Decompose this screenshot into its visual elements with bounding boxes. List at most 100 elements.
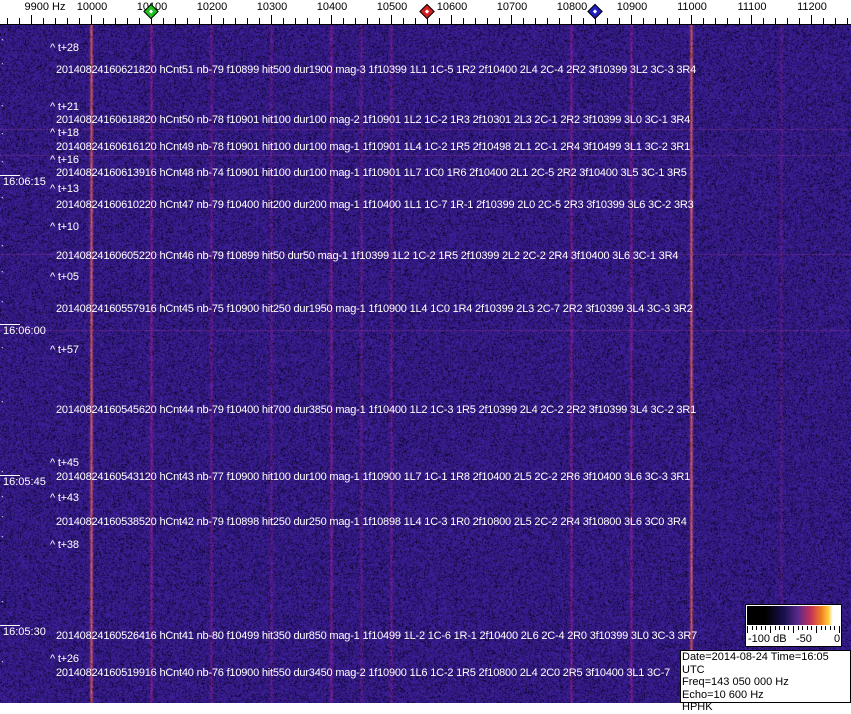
detection-line: 20140824160526416 hCnt41 nb-80 f10499 hi… — [56, 630, 697, 642]
blue-frequency-marker[interactable] — [587, 4, 603, 20]
colorbar: -100 dB -50 0 — [745, 604, 842, 647]
axis-tick-label: 10200 — [197, 1, 228, 13]
axis-tick — [667, 18, 668, 24]
colorbar-tick — [802, 626, 803, 630]
time-offset-label: ^ t+38 — [50, 539, 79, 551]
axis-tick — [847, 18, 848, 24]
time-offset-label: ^ t+43 — [50, 492, 79, 504]
axis-tick — [439, 18, 440, 24]
axis-tick — [499, 18, 500, 24]
time-offset-label: ^ t+21 — [50, 101, 79, 113]
row-tick-mark: ` — [1, 132, 4, 142]
row-tick-mark: ` — [1, 660, 4, 670]
detection-line: 20140824160543120 hCnt43 nb-77 f10900 hi… — [56, 471, 690, 483]
axis-tick — [691, 15, 692, 24]
axis-tick — [259, 18, 260, 24]
axis-tick — [703, 18, 704, 24]
axis-tick — [775, 18, 776, 24]
axis-tick — [19, 18, 20, 24]
detection-line: 20140824160616120 hCnt49 nb-78 f10901 hi… — [56, 141, 690, 153]
red-frequency-marker[interactable] — [419, 4, 435, 20]
colorbar-tick — [793, 626, 794, 633]
axis-tick — [367, 18, 368, 24]
axis-tick — [751, 15, 752, 24]
axis-tick — [103, 18, 104, 24]
axis-tick — [31, 15, 32, 24]
colorbar-label-mid: -50 — [796, 633, 812, 645]
colorbar-tick — [770, 626, 771, 633]
axis-tick — [211, 15, 212, 24]
detection-line: 20140824160519916 hCnt40 nb-76 f10900 hi… — [56, 667, 670, 679]
row-tick-mark: ` — [1, 346, 4, 356]
axis-tick — [163, 18, 164, 24]
axis-tick — [319, 18, 320, 24]
axis-tick — [475, 18, 476, 24]
axis-tick — [343, 18, 344, 24]
axis-tick — [583, 18, 584, 24]
axis-tick-label: 10700 — [497, 1, 528, 13]
axis-tick — [523, 18, 524, 24]
axis-tick — [763, 18, 764, 24]
detection-line: 20140824160621820 hCnt51 nb-79 f10899 hi… — [56, 64, 696, 76]
row-tick-mark: ` — [1, 495, 4, 505]
axis-tick-label: 11000 — [677, 1, 707, 13]
axis-tick — [199, 18, 200, 24]
axis-tick — [811, 15, 812, 24]
axis-tick — [643, 18, 644, 24]
colorbar-label-max: 0 — [834, 633, 840, 645]
axis-tick-label: 10800 — [557, 1, 588, 13]
axis-tick — [571, 15, 572, 24]
row-tick-mark: ` — [1, 470, 4, 480]
time-offset-label: ^ t+16 — [50, 154, 79, 166]
waterfall-spectrogram[interactable] — [0, 25, 851, 703]
colorbar-tick — [747, 626, 748, 633]
time-label: 16:06:00 — [3, 325, 46, 337]
axis-tick — [451, 15, 452, 24]
time-label: 16:05:30 — [3, 626, 46, 638]
colorbar-tick — [834, 626, 835, 630]
row-tick-mark: ` — [1, 38, 4, 48]
colorbar-tick — [788, 626, 789, 630]
colorbar-tick — [798, 626, 799, 630]
axis-tick — [283, 18, 284, 24]
axis-tick — [835, 18, 836, 24]
colorbar-tick — [821, 626, 822, 630]
info-date-time: Date=2014-08-24 Time=16:05 UTC — [682, 651, 849, 676]
axis-tick — [655, 18, 656, 24]
colorbar-tick — [807, 626, 808, 630]
detection-line: 20140824160610220 hCnt47 nb-79 f10400 hi… — [56, 199, 694, 211]
axis-tick-label: 10300 — [257, 1, 288, 13]
axis-tick — [535, 18, 536, 24]
axis-tick — [727, 18, 728, 24]
axis-tick — [55, 18, 56, 24]
row-tick-mark: ` — [1, 244, 4, 254]
colorbar-tick — [752, 626, 753, 630]
frequency-axis: 9900 Hz 10000101001020010300104001050010… — [0, 0, 851, 25]
axis-tick — [787, 18, 788, 24]
axis-tick — [271, 15, 272, 24]
axis-tick — [559, 18, 560, 24]
axis-tick-label: 10000 — [77, 1, 108, 13]
colorbar-tick — [756, 626, 757, 630]
axis-tick — [139, 18, 140, 24]
axis-tick — [511, 15, 512, 24]
colorbar-tick — [761, 626, 762, 630]
time-offset-label: ^ t+57 — [50, 344, 79, 356]
info-frequency: Freq=143 050 000 Hz — [682, 676, 849, 689]
axis-tick — [175, 18, 176, 24]
axis-tick — [295, 18, 296, 24]
axis-tick — [403, 18, 404, 24]
axis-tick — [307, 18, 308, 24]
row-tick-mark: ` — [1, 62, 4, 72]
colorbar-tick — [839, 626, 840, 633]
time-offset-label: ^ t+18 — [50, 127, 79, 139]
colorbar-ticks — [747, 626, 840, 633]
time-offset-label: ^ t+26 — [50, 653, 79, 665]
axis-tick — [43, 18, 44, 24]
time-offset-label: ^ t+13 — [50, 183, 79, 195]
axis-tick — [379, 18, 380, 24]
row-tick-mark: ` — [1, 300, 4, 310]
axis-tick-label: 10600 — [437, 1, 468, 13]
row-tick-mark: ` — [1, 515, 4, 525]
colorbar-tick — [765, 626, 766, 630]
